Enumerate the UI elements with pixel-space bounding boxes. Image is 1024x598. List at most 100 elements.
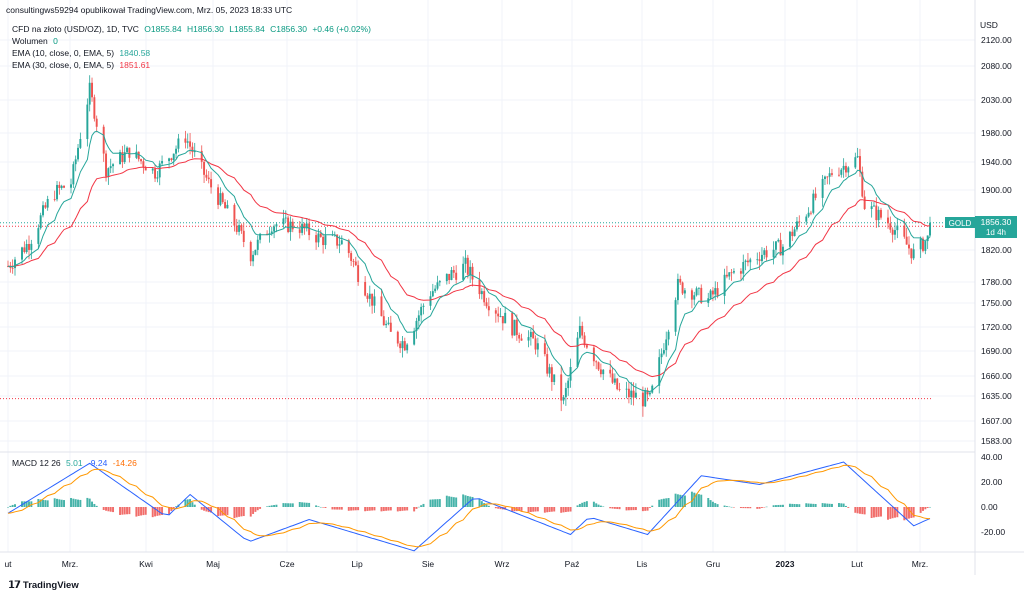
macd-histogram-bar [795, 504, 798, 507]
macd-histogram-bar [674, 493, 677, 507]
macd-histogram-bar [119, 507, 122, 515]
candle-body [809, 212, 812, 214]
candle-body [875, 205, 878, 221]
macd-histogram-bar [569, 507, 572, 512]
macd-histogram-bar [462, 494, 465, 507]
macd-histogram-bar [102, 507, 105, 511]
macd-histogram-bar [856, 507, 859, 514]
legend-macd[interactable]: MACD 12 26 5.01 -9.24 -14.26 [12, 458, 140, 469]
legend-ema10[interactable]: EMA (10, close, 0, EMA, 5) 1840.58 [12, 48, 153, 59]
macd-histogram-bar [828, 503, 831, 507]
legend-symbol[interactable]: CFD na złoto (USD/OZ), 1D, TVC [12, 24, 139, 34]
macd-histogram-bar [77, 499, 79, 507]
candle-body [746, 260, 749, 263]
macd-histogram-bar [291, 503, 294, 507]
brand[interactable]: 𝟭𝟳 TradingView [8, 580, 79, 591]
candle-body [676, 278, 679, 301]
candle-body [203, 161, 206, 175]
time-tick-label: Lis [637, 559, 648, 569]
macd-histogram-bar [665, 498, 668, 507]
macd-histogram-bar [880, 507, 882, 517]
macd-histogram-bar [44, 500, 47, 507]
candle-body [599, 369, 602, 375]
time-tick-label: Kwi [139, 559, 153, 569]
candle-body [529, 331, 532, 338]
candle-body [793, 229, 796, 237]
candle-body [373, 296, 376, 306]
macd-axis[interactable]: 40.00 20.00 0.00 -20.00 [981, 452, 1005, 537]
macd-histogram-bar [560, 507, 563, 513]
macd-histogram-bar [219, 507, 222, 516]
macd-histogram-bar [746, 507, 749, 509]
candle-body [210, 179, 213, 188]
legend-main: CFD na złoto (USD/OZ), 1D, TVC O1855.84 … [12, 24, 374, 35]
macd-histogram-bar [373, 507, 376, 511]
macd-histogram-bar [46, 500, 49, 507]
price-axis[interactable]: 2120.00 2080.00 2030.00 1980.00 1940.00 1900.… [981, 35, 1012, 446]
candle-body [616, 378, 619, 390]
macd-histogram-bar [887, 507, 889, 520]
candle-body [464, 257, 467, 264]
candle-body [30, 243, 33, 250]
candle-body [807, 212, 810, 217]
candle-body [317, 233, 320, 243]
macd-histogram-bar [298, 502, 301, 507]
macd-histogram-bar [301, 502, 304, 507]
candle-body [284, 217, 287, 219]
price-tag-symbol: GOLD [949, 219, 972, 228]
candle-body [644, 390, 647, 407]
macd-histogram-bar [583, 501, 586, 507]
candle-body [658, 357, 661, 386]
candle-body [259, 233, 262, 240]
candle-body [406, 344, 409, 351]
macd-histogram-bar [760, 507, 763, 508]
candle-body [207, 177, 210, 180]
macd-histogram-bar [28, 501, 30, 507]
macd-histogram-bar [837, 503, 840, 507]
candle-body [667, 331, 670, 340]
macd-histogram-bar [403, 507, 406, 511]
macd-histogram-bar [140, 507, 143, 516]
macd-histogram-bar [175, 506, 178, 507]
candle-body [742, 261, 745, 274]
macd-histogram-bar [497, 507, 500, 509]
candle-body [501, 316, 504, 324]
macd-histogram-bar [53, 498, 56, 507]
macd-histogram-bar [305, 502, 308, 507]
macd-histogram-bar [697, 494, 700, 507]
candle-body [863, 196, 866, 209]
macd-histogram-bar [929, 506, 931, 508]
legend-volume[interactable]: Wolumen 0 [12, 36, 61, 47]
macd-histogram-bar [805, 503, 808, 507]
candle-body [189, 141, 192, 147]
candle-body [158, 163, 161, 178]
candle-body [315, 235, 318, 243]
legend-ema30[interactable]: EMA (30, close, 0, EMA, 5) 1851.61 [12, 60, 153, 71]
macd-histogram-bar [599, 505, 602, 507]
macd-histogram-bar [382, 507, 385, 512]
candle-body [602, 369, 605, 375]
candle-body [597, 362, 600, 370]
macd-tick-label: -20.00 [981, 527, 1005, 537]
macd-histogram-bar [137, 507, 140, 516]
legend-change: +0.46 (+0.02%) [312, 24, 371, 34]
candle-body [527, 337, 530, 341]
macd-histogram-bar [88, 498, 91, 507]
time-axis[interactable]: ut Mrz. Kwi Maj Cze Lip Sie Wrz Paź Lis Gru 2023 Lut… [4, 559, 928, 569]
price-tick-label: 2030.00 [981, 95, 1012, 105]
candle-body [37, 228, 40, 244]
ema30-value: 1851.61 [119, 60, 151, 70]
time-tick-label: ut [4, 559, 12, 569]
price-tick-label: 1635.00 [981, 391, 1012, 401]
macd-histogram-bar [504, 507, 507, 510]
candle-body [308, 223, 311, 236]
time-tick-label: Cze [279, 559, 294, 569]
candle-body [693, 295, 696, 300]
candle-body [795, 221, 798, 230]
macd-histogram-bar [217, 507, 220, 517]
legend-close: C1856.30 [270, 24, 307, 34]
macd-histogram-bar [546, 507, 549, 513]
candle-body [420, 306, 423, 316]
candle-body [112, 164, 115, 167]
macd-histogram-bar [543, 507, 546, 513]
